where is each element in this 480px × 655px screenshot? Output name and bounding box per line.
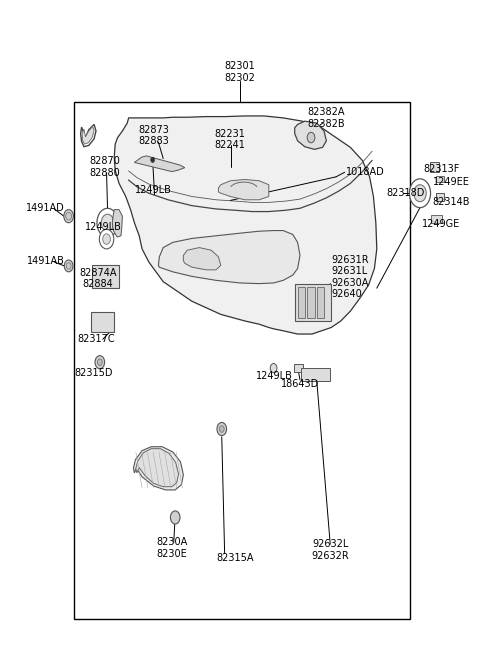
Polygon shape	[295, 121, 326, 149]
Polygon shape	[183, 248, 221, 270]
Polygon shape	[218, 179, 269, 200]
Bar	[436, 176, 444, 182]
Text: 8230A
8230E: 8230A 8230E	[156, 538, 188, 559]
Text: 1249GE: 1249GE	[421, 219, 460, 229]
Circle shape	[66, 263, 71, 269]
Bar	[301, 368, 330, 381]
Bar	[295, 284, 331, 321]
Bar	[430, 162, 439, 172]
Circle shape	[219, 426, 224, 432]
Polygon shape	[134, 156, 185, 172]
Text: 1491AB: 1491AB	[27, 255, 64, 266]
Text: 82231
82241: 82231 82241	[214, 129, 245, 150]
Bar	[307, 287, 315, 318]
Circle shape	[409, 179, 431, 208]
Bar	[317, 287, 324, 318]
Bar	[74, 102, 410, 619]
Text: 92631R
92631L
92630A
92640: 92631R 92631L 92630A 92640	[331, 255, 369, 299]
Text: 1249LB: 1249LB	[256, 371, 293, 381]
Polygon shape	[136, 449, 179, 487]
Text: 1249EE: 1249EE	[433, 177, 469, 187]
Text: 92632L
92632R: 92632L 92632R	[312, 540, 349, 561]
Text: 82314B: 82314B	[432, 196, 470, 207]
Bar	[431, 215, 442, 223]
Circle shape	[99, 229, 114, 249]
Circle shape	[270, 364, 277, 373]
Bar	[92, 265, 119, 288]
Circle shape	[95, 356, 105, 369]
Polygon shape	[82, 126, 94, 144]
Text: 82382A
82382B: 82382A 82382B	[308, 107, 345, 128]
Text: 82315A: 82315A	[216, 553, 254, 563]
Text: 82318D: 82318D	[386, 188, 425, 198]
Circle shape	[101, 214, 114, 231]
Text: 82315D: 82315D	[75, 368, 113, 379]
Circle shape	[97, 208, 118, 237]
Polygon shape	[158, 231, 300, 284]
Text: 82874A
82884: 82874A 82884	[79, 268, 117, 289]
Text: 1249LB: 1249LB	[135, 185, 172, 195]
Bar	[436, 193, 444, 201]
Bar	[294, 364, 303, 372]
Circle shape	[307, 132, 315, 143]
Text: 1018AD: 1018AD	[346, 167, 384, 178]
Text: 1491AD: 1491AD	[26, 202, 65, 213]
Polygon shape	[114, 116, 377, 334]
Circle shape	[170, 511, 180, 524]
Polygon shape	[81, 124, 96, 147]
Polygon shape	[133, 447, 183, 490]
Text: 82873
82883: 82873 82883	[138, 125, 169, 146]
Circle shape	[97, 359, 102, 365]
Circle shape	[64, 260, 73, 272]
Circle shape	[217, 422, 227, 436]
Circle shape	[103, 234, 110, 244]
Text: 82301
82302: 82301 82302	[225, 62, 255, 83]
Text: 82870
82880: 82870 82880	[89, 157, 120, 178]
Polygon shape	[112, 210, 122, 237]
Bar	[298, 287, 305, 318]
Text: 82313F: 82313F	[423, 164, 460, 174]
Circle shape	[151, 157, 155, 162]
Text: 18643D: 18643D	[281, 379, 319, 390]
Circle shape	[66, 212, 72, 220]
Bar	[91, 312, 114, 332]
Text: 1249LB: 1249LB	[85, 222, 121, 233]
Text: 82317C: 82317C	[77, 334, 115, 345]
Circle shape	[414, 185, 426, 202]
Circle shape	[64, 210, 73, 223]
